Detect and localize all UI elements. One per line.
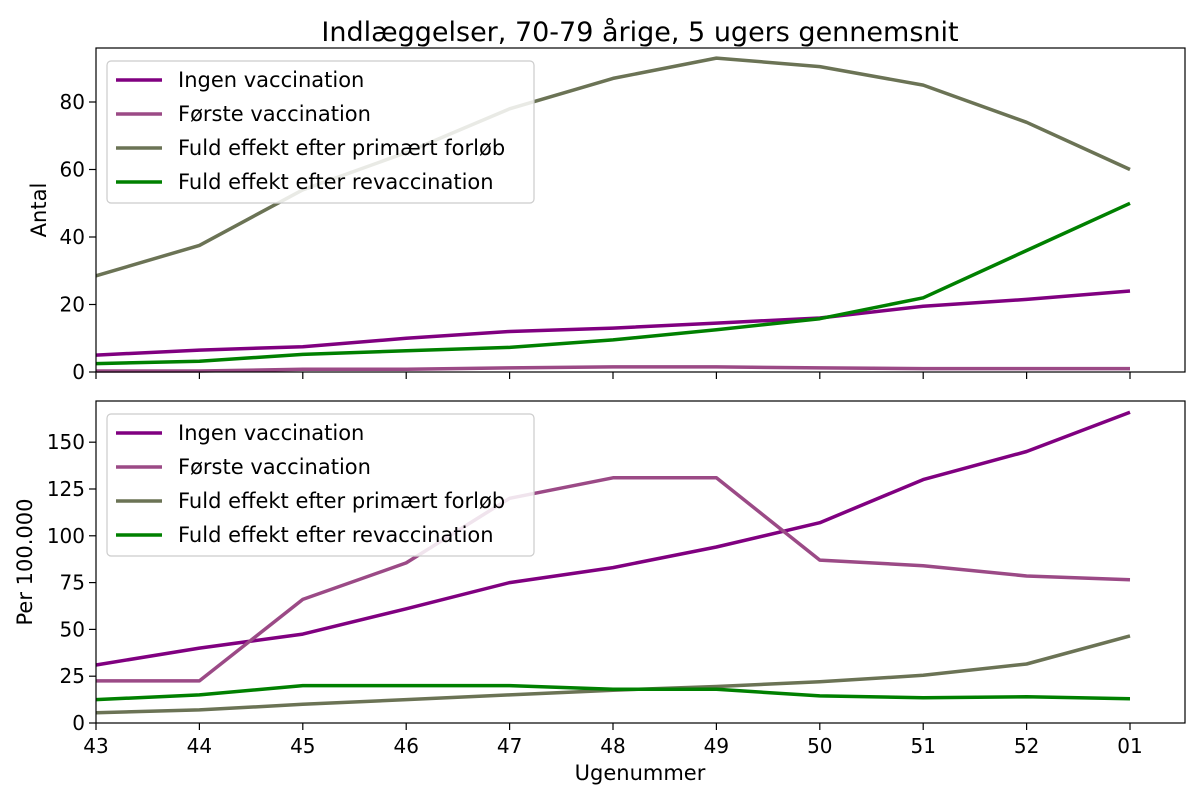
- y-tick-label: 25: [60, 664, 85, 688]
- x-tick-label: 46: [393, 734, 418, 758]
- x-tick-label: 01: [1117, 734, 1142, 758]
- y-tick-label: 75: [60, 571, 85, 595]
- series-line-3: [95, 201, 1131, 366]
- x-tick-label: 44: [187, 734, 212, 758]
- x-tick-label: 47: [497, 734, 522, 758]
- y-tick-label: 0: [72, 360, 85, 384]
- y-axis-label: Antal: [27, 183, 51, 238]
- legend: Ingen vaccination Første vaccination Fuld …: [106, 413, 535, 557]
- x-tick-label: 49: [704, 734, 729, 758]
- y-tick-label: 0: [72, 711, 85, 735]
- series-line-3: [95, 683, 1131, 702]
- top-panel-antal: 0 20 40 60 80 Antal Ingen vaccination Første va…: [27, 47, 1186, 384]
- series-line-0: [95, 289, 1131, 357]
- y-tick-label: 125: [47, 477, 85, 501]
- legend-entry-label: Fuld effekt efter revaccination: [178, 170, 494, 194]
- y-tick-label: 150: [47, 430, 85, 454]
- plot-frame: [95, 47, 1186, 373]
- legend-entry-label: Første vaccination: [178, 102, 371, 126]
- legend-entry-label: Fuld effekt efter revaccination: [178, 523, 494, 547]
- plot-frame: [95, 400, 1186, 724]
- legend-entry-label: Ingen vaccination: [178, 68, 364, 92]
- legend-entry-label: Fuld effekt efter primært forløb: [178, 136, 505, 160]
- x-tick-label: 50: [807, 734, 832, 758]
- y-tick-label: 50: [60, 617, 85, 641]
- legend: Ingen vaccination Første vaccination Fuld …: [106, 60, 535, 204]
- bottom-panel-per-100000: 0 25 50 75 100 125 150 43 44 45 46 47 48 49 50 51 52 01 Pe…: [13, 400, 1186, 758]
- x-axis-label: Ugenummer: [575, 761, 706, 785]
- legend-box: [106, 60, 535, 204]
- legend-entry-label: Første vaccination: [178, 455, 371, 479]
- series-line-1: [96, 476, 1131, 683]
- y-tick-label: 20: [60, 293, 85, 317]
- y-tick-label: 100: [47, 524, 85, 548]
- y-tick-label: 40: [60, 225, 85, 249]
- x-tick-label: 45: [290, 734, 315, 758]
- legend-entry-label: Ingen vaccination: [178, 421, 364, 445]
- legend-box: [106, 413, 535, 557]
- chart-title: Indlæggelser, 70-79 årige, 5 ugers genne…: [321, 17, 958, 48]
- series-line-2: [95, 634, 1131, 715]
- y-axis-label: Per 100.000: [13, 499, 37, 626]
- x-tick-label: 48: [600, 734, 625, 758]
- series-line-1: [96, 365, 1130, 373]
- series-line-0: [95, 410, 1131, 667]
- x-tick-label: 51: [910, 734, 935, 758]
- series-line-2: [95, 56, 1131, 278]
- x-tick-label: 43: [83, 734, 108, 758]
- legend-entry-label: Fuld effekt efter primært forløb: [178, 489, 505, 513]
- y-tick-label: 60: [60, 158, 85, 182]
- x-tick-label: 52: [1014, 734, 1039, 758]
- y-tick-label: 80: [60, 90, 85, 114]
